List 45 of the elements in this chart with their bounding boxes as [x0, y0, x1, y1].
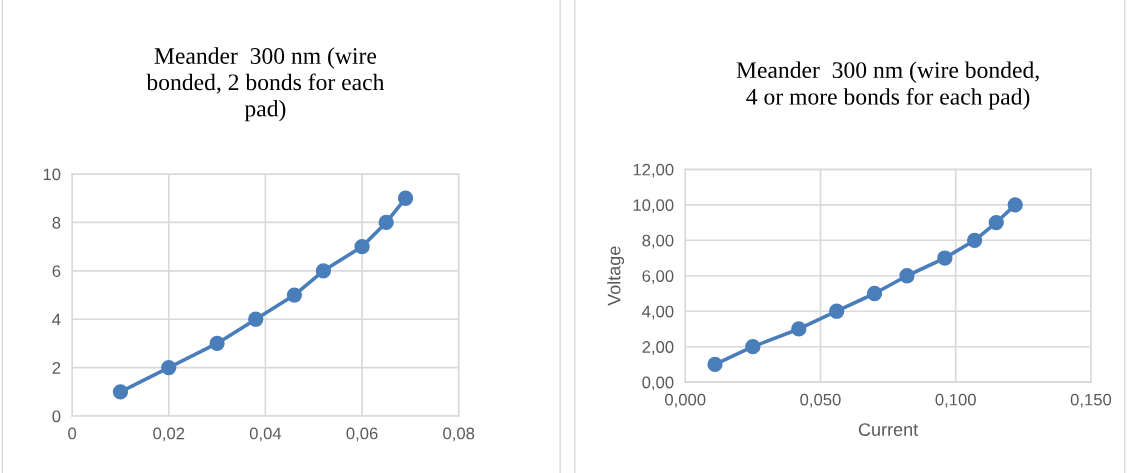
point — [161, 359, 177, 376]
point — [209, 335, 225, 352]
y-tick-label: 4 — [52, 313, 61, 326]
point — [112, 384, 129, 400]
x-tick-label: 0,04 — [249, 427, 282, 442]
y-tick-label: 8,00 — [642, 234, 674, 249]
y-tick-label: 12,00 — [633, 163, 674, 178]
x-tick-label: 0,02 — [153, 427, 185, 442]
y-axis-title: Voltage — [607, 246, 625, 306]
y-tick-label: 10,00 — [633, 199, 674, 213]
y-tick-label: 6,00 — [642, 270, 674, 284]
y-tick-label: 6 — [52, 265, 61, 278]
point — [745, 339, 761, 355]
x-tick-label: 0,100 — [935, 393, 976, 408]
point — [354, 239, 370, 255]
x-tick-label: 0,000 — [665, 393, 706, 408]
point — [899, 268, 915, 284]
point — [791, 321, 807, 337]
point — [397, 190, 414, 206]
y-tick-label: 2 — [52, 362, 61, 374]
y-tick-label: 0 — [52, 410, 61, 423]
y-tick-label: 8 — [52, 216, 61, 229]
x-tick-label: 0,06 — [346, 427, 378, 442]
point — [1007, 197, 1023, 213]
x-tick-label: 0,050 — [800, 393, 841, 408]
x-axis-title: Current — [858, 423, 919, 436]
x-tick-label: 0,150 — [1070, 393, 1112, 408]
chart-title: Meander 300 nm (wire bonded, 4 or more bonds for each pad) — [736, 61, 1039, 110]
y-tick-label: 10 — [43, 168, 61, 181]
point — [378, 214, 394, 231]
point — [866, 285, 883, 302]
y-tick-label: 2,00 — [642, 341, 674, 355]
point — [707, 356, 723, 373]
point — [248, 311, 264, 327]
point — [315, 263, 332, 279]
y-tick-label: 0,00 — [642, 376, 674, 391]
point — [829, 303, 845, 319]
point — [937, 250, 953, 266]
x-tick-label: 0 — [68, 427, 77, 440]
chart-title: Meander 300 nm (wire bonded, 2 bonds for each pad) — [146, 47, 385, 122]
point — [966, 232, 983, 248]
point — [988, 214, 1004, 231]
x-tick-label: 0,08 — [443, 427, 475, 442]
point — [286, 287, 303, 303]
y-tick-label: 4,00 — [642, 305, 674, 320]
